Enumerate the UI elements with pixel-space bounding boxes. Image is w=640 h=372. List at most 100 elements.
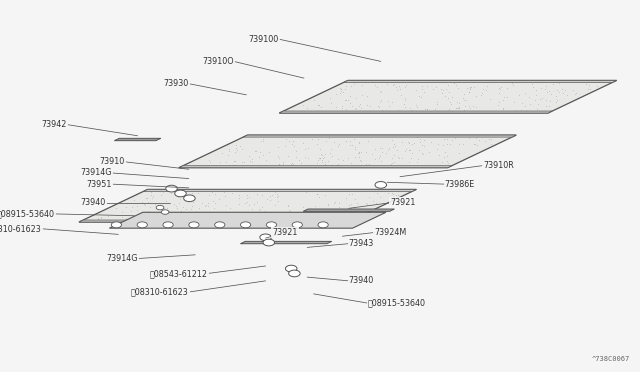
Point	[303, 145, 313, 151]
Point	[390, 84, 401, 90]
Point	[331, 90, 341, 96]
Point	[247, 206, 257, 212]
Point	[267, 192, 277, 198]
Point	[476, 92, 486, 97]
Point	[273, 144, 283, 150]
Point	[296, 212, 307, 218]
Point	[465, 86, 475, 92]
Point	[307, 136, 317, 142]
Point	[387, 160, 397, 166]
Point	[362, 201, 372, 207]
Circle shape	[161, 210, 169, 214]
Point	[326, 146, 337, 152]
Point	[301, 105, 312, 110]
Point	[203, 203, 213, 209]
Point	[346, 160, 356, 166]
Point	[380, 150, 390, 156]
Point	[417, 83, 427, 89]
Point	[434, 151, 444, 157]
Circle shape	[289, 270, 300, 277]
Point	[374, 103, 384, 109]
Point	[265, 197, 275, 203]
Point	[429, 106, 440, 112]
Point	[513, 93, 524, 99]
Point	[191, 213, 201, 219]
Point	[314, 155, 324, 161]
Text: 73940: 73940	[81, 198, 106, 207]
Point	[449, 80, 460, 86]
Point	[467, 84, 477, 90]
Point	[278, 161, 289, 167]
Point	[336, 86, 346, 92]
Circle shape	[111, 222, 122, 228]
Point	[344, 138, 355, 144]
Point	[494, 84, 504, 90]
Point	[127, 203, 138, 209]
Point	[170, 215, 180, 221]
Point	[332, 162, 342, 168]
Point	[337, 105, 348, 111]
Circle shape	[156, 205, 164, 210]
Point	[197, 199, 207, 205]
Point	[248, 201, 259, 207]
Point	[333, 143, 344, 149]
Point	[443, 82, 453, 88]
Point	[324, 188, 335, 194]
Point	[533, 102, 543, 108]
Point	[335, 85, 345, 91]
Point	[493, 99, 504, 105]
Point	[231, 142, 241, 148]
Point	[465, 85, 476, 91]
Point	[372, 84, 383, 90]
Point	[546, 91, 556, 97]
Point	[420, 106, 431, 112]
Point	[169, 202, 179, 208]
Point	[166, 190, 176, 196]
Point	[403, 140, 413, 145]
Point	[340, 83, 351, 89]
Point	[265, 193, 275, 199]
Circle shape	[292, 222, 303, 228]
Point	[388, 144, 398, 150]
Point	[247, 159, 257, 165]
Point	[323, 158, 333, 164]
Point	[334, 204, 344, 210]
Point	[325, 217, 335, 223]
Point	[296, 209, 306, 215]
Text: ^738C0067: ^738C0067	[592, 356, 630, 362]
Point	[415, 139, 425, 145]
Point	[471, 135, 481, 141]
Point	[442, 158, 452, 164]
Point	[436, 90, 447, 96]
Point	[415, 136, 426, 142]
Point	[449, 135, 460, 141]
Point	[419, 89, 429, 95]
Point	[264, 217, 275, 222]
Point	[209, 205, 220, 211]
Point	[256, 138, 266, 144]
Point	[494, 90, 504, 96]
Point	[461, 97, 471, 103]
Point	[544, 87, 554, 93]
Point	[323, 209, 333, 215]
Point	[404, 147, 415, 153]
Point	[431, 84, 442, 90]
Point	[120, 203, 131, 209]
Point	[334, 200, 344, 206]
Point	[541, 97, 551, 103]
Point	[317, 159, 328, 165]
Point	[562, 92, 572, 97]
Point	[241, 214, 252, 220]
Point	[346, 205, 356, 211]
Point	[584, 81, 595, 87]
Point	[257, 212, 268, 218]
Point	[349, 204, 360, 210]
Point	[298, 140, 308, 146]
Point	[509, 99, 519, 105]
Point	[133, 215, 143, 221]
Text: 73940: 73940	[349, 276, 374, 285]
Point	[354, 150, 364, 156]
Point	[453, 105, 463, 111]
Point	[458, 141, 468, 147]
Point	[584, 86, 595, 92]
